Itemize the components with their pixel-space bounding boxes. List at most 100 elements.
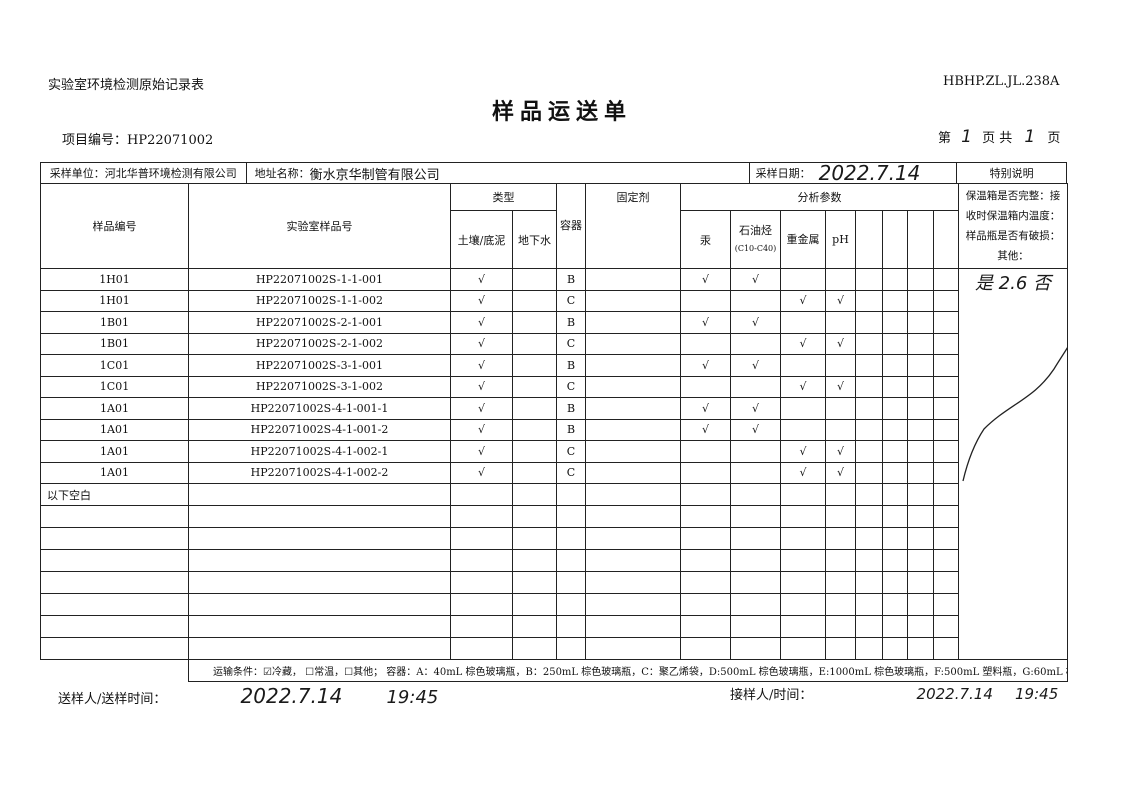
blank-cell <box>188 637 451 660</box>
cell <box>585 268 681 291</box>
blank-cell <box>933 527 959 550</box>
cell <box>730 289 781 312</box>
cell <box>585 418 681 441</box>
blank-cell <box>188 615 451 638</box>
blank-cell <box>855 418 883 441</box>
blank-cell <box>780 615 826 638</box>
blank-cell <box>933 268 959 291</box>
blank-cell <box>585 527 681 550</box>
col-sample-no: 样品编号 <box>40 183 189 269</box>
cell: √ <box>680 397 731 420</box>
blank-cell <box>907 375 934 398</box>
blank-cell <box>40 505 189 528</box>
blank-cell <box>730 637 781 660</box>
blank-row <box>40 593 1068 616</box>
blank-cell <box>825 483 856 506</box>
blank-cell <box>907 461 934 484</box>
blank-cell <box>855 571 883 594</box>
col-tph: 石油烃 (C10-C40) <box>730 210 781 269</box>
cell <box>825 354 856 377</box>
cell: HP22071002S-4-1-002-1 <box>188 440 451 463</box>
blank-cell <box>933 418 959 441</box>
blank-cell <box>933 311 959 334</box>
header-row: 样品编号 实验室样品号 类型 容器 固定剂 分析参数 保温箱是否完整：接收时保温… <box>40 182 1068 269</box>
blank-cell <box>780 549 826 572</box>
blank-cell <box>730 505 781 528</box>
cell <box>680 332 731 355</box>
blank-cell <box>680 615 731 638</box>
cell: C <box>556 375 586 398</box>
blank-cell <box>907 593 934 616</box>
cell: √ <box>730 397 781 420</box>
blank-cell <box>680 637 731 660</box>
blank-cell <box>40 527 189 550</box>
blank-cell <box>933 289 959 312</box>
blank-cell <box>556 505 586 528</box>
cell: C <box>556 332 586 355</box>
blank-row <box>40 637 1068 660</box>
strike-path <box>962 347 1067 482</box>
blank-cell <box>450 615 513 638</box>
blank-cell <box>188 483 451 506</box>
blank-cell <box>680 483 731 506</box>
blank-cell <box>882 440 908 463</box>
page-current: 1 <box>961 127 972 147</box>
cell: √ <box>730 311 781 334</box>
cell: √ <box>825 332 856 355</box>
blank-cell <box>933 615 959 638</box>
blank-cell <box>855 311 883 334</box>
cell <box>585 354 681 377</box>
blank-cell <box>855 593 883 616</box>
strike-line <box>962 347 1067 482</box>
blank-cell <box>882 354 908 377</box>
blank-cell <box>882 571 908 594</box>
blank-row <box>40 615 1068 638</box>
blank-cell <box>907 289 934 312</box>
blank-cell <box>780 637 826 660</box>
cell: √ <box>450 332 513 355</box>
cell: C <box>556 440 586 463</box>
table-body: 样品编号 实验室样品号 类型 容器 固定剂 分析参数 保温箱是否完整：接收时保温… <box>40 182 1068 682</box>
blank-cell <box>585 483 681 506</box>
blank-cell <box>882 210 908 269</box>
blank-cell <box>585 615 681 638</box>
cell <box>680 375 731 398</box>
col-ph: pH <box>825 210 856 269</box>
cell: 1H01 <box>40 268 189 291</box>
blank-cell <box>882 375 908 398</box>
cell: B <box>556 311 586 334</box>
blank-cell <box>855 397 883 420</box>
blank-cell <box>825 571 856 594</box>
site-label: 地址名称： <box>254 167 310 180</box>
cell <box>512 440 557 463</box>
cell: B <box>556 268 586 291</box>
special-cell: 是 2.6 否 <box>958 268 1068 660</box>
cell: 1C01 <box>40 354 189 377</box>
special-title: 特别说明 <box>989 167 1034 180</box>
blank-cell <box>188 571 451 594</box>
cell <box>825 418 856 441</box>
blank-cell <box>933 375 959 398</box>
date-value: 2022.7.14 <box>818 161 921 185</box>
cell <box>512 311 557 334</box>
blank-cell <box>188 527 451 550</box>
blank-cell <box>933 637 959 660</box>
cell <box>585 397 681 420</box>
cell <box>730 461 781 484</box>
cell <box>780 418 826 441</box>
blank-cell <box>882 527 908 550</box>
cell: √ <box>825 461 856 484</box>
cell: B <box>556 354 586 377</box>
blank-cell <box>512 637 557 660</box>
blank-cell <box>730 593 781 616</box>
blank-cell <box>512 505 557 528</box>
blank-cell <box>933 440 959 463</box>
blank-cell <box>882 483 908 506</box>
blank-cell <box>680 505 731 528</box>
blank-cell <box>907 440 934 463</box>
data-row: 1A01 HP22071002S-4-1-002-1 √ C √ √ <box>40 440 1068 463</box>
cell: √ <box>780 440 826 463</box>
cell <box>585 289 681 312</box>
cell <box>680 289 731 312</box>
